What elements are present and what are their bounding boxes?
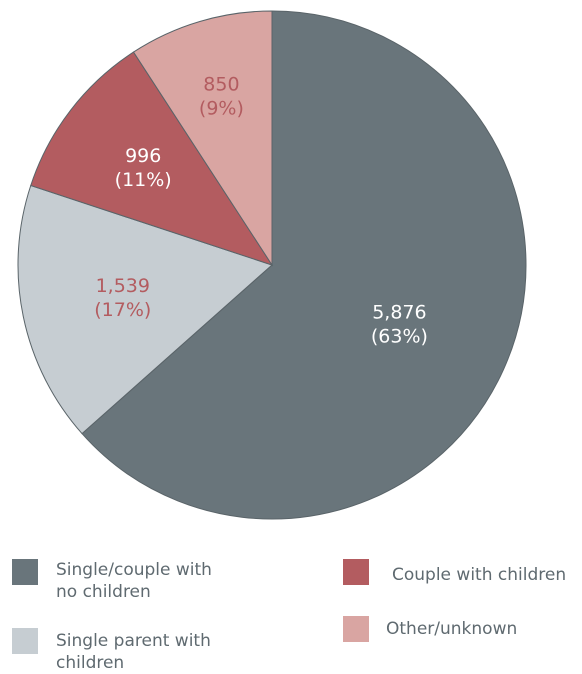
slice-value-label-3: 996 xyxy=(125,145,161,167)
slice-percent-label-1: (63%) xyxy=(371,325,428,347)
pie-slice-2 xyxy=(17,184,273,435)
slice-percent-label-3: (11%) xyxy=(115,169,172,191)
pie-slice-1 xyxy=(81,10,527,520)
slice-value-label-2: 1,539 xyxy=(96,275,150,297)
slice-percent-label-2: (17%) xyxy=(94,299,151,321)
slice-value-label-4: 850 xyxy=(203,74,239,96)
pie-slice-4 xyxy=(132,10,273,267)
pie-slice-3 xyxy=(30,51,274,266)
slice-percent-label-4: (9%) xyxy=(199,98,244,120)
slice-value-label-1: 5,876 xyxy=(372,301,426,323)
